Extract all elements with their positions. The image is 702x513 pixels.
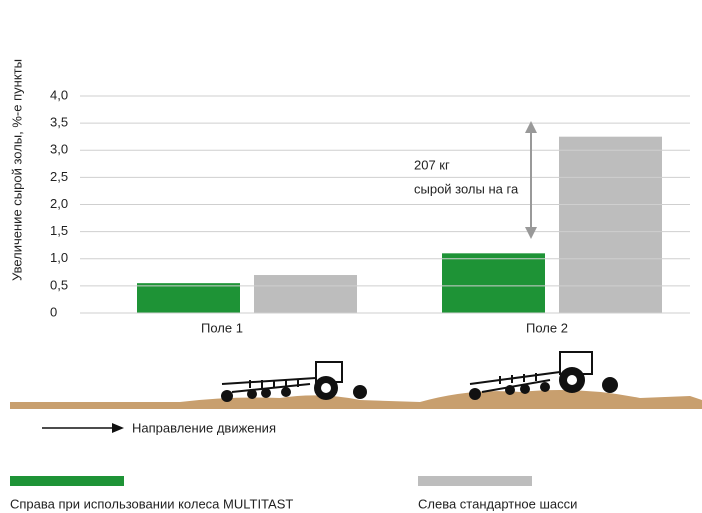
y-tick-label: 0,5	[50, 277, 68, 292]
annotation: сырой золы на га	[414, 181, 519, 196]
illustration	[10, 352, 702, 409]
chart: Слева стандартное шасси Справа при исполь…	[0, 0, 702, 513]
legend-swatch	[418, 476, 532, 486]
y-tick-label: 1,0	[50, 250, 68, 265]
direction-arrow	[42, 423, 124, 433]
y-tick-label: 3,0	[50, 142, 68, 157]
bar	[559, 137, 662, 313]
x-tick-label: Поле 2	[526, 320, 568, 335]
legend-label: Справа при использовании колеса MULTITAS…	[10, 496, 293, 511]
y-tick-label: 2,5	[50, 169, 68, 184]
y-tick-label: 2,0	[50, 196, 68, 211]
bar	[137, 283, 240, 313]
x-tick-label: Поле 1	[201, 320, 243, 335]
y-tick-label: 4,0	[50, 87, 68, 102]
bar	[442, 253, 545, 313]
direction-label: Направление движения	[132, 420, 276, 435]
y-tick-label: 0	[50, 304, 57, 319]
legend-label: Слева стандартное шасси	[418, 496, 577, 511]
annotation: 207 кг	[414, 157, 450, 172]
y-tick-label: 3,5	[50, 115, 68, 130]
bar	[254, 275, 357, 313]
annotation-arrow	[525, 121, 537, 239]
y-tick-label: 1,5	[50, 223, 68, 238]
y-axis-label: Увеличение сырой золы, %-е пункты	[9, 59, 24, 281]
legend-swatch	[10, 476, 124, 486]
